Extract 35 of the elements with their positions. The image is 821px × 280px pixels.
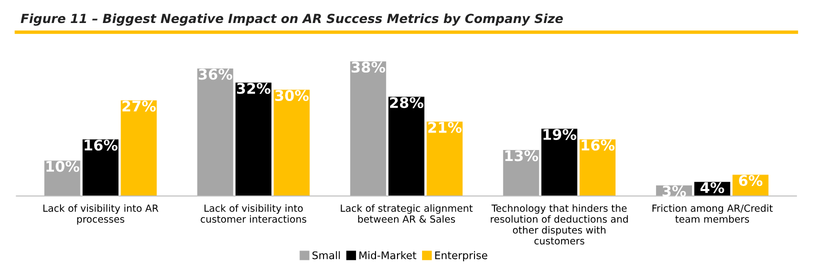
x-tick-label: Friction among AR/Credit team members: [652, 204, 773, 223]
x-tick-label: Lack of strategic alignment between AR & Sales: [340, 204, 473, 223]
legend-label: Small: [312, 251, 340, 260]
x-tick-label: Lack of visibility into AR processes: [43, 204, 158, 225]
data-label: 6%: [739, 175, 762, 186]
bar: [541, 128, 578, 196]
data-label: 19%: [544, 128, 576, 140]
x-tick-label: Lack of visibility into customer interactions: [200, 204, 306, 223]
bar: [350, 61, 386, 196]
data-label: 30%: [275, 90, 309, 102]
data-label: 16%: [84, 140, 118, 151]
data-label: 38%: [352, 62, 386, 73]
bar: [503, 150, 540, 196]
data-label: 21%: [428, 122, 462, 133]
data-label: 4%: [700, 182, 724, 194]
bar: [388, 96, 424, 196]
data-label: 16%: [582, 140, 615, 151]
bar: [274, 90, 310, 196]
legend-label: Mid-Market: [359, 251, 416, 260]
data-label: 10%: [46, 160, 80, 172]
bar: [580, 139, 616, 196]
bar: [235, 82, 272, 196]
data-label: 3%: [662, 186, 686, 197]
chart-title: Figure 11 – Biggest Negative Impact on AR Success Metrics by Company Size: [20, 14, 563, 26]
data-label: 13%: [505, 150, 538, 162]
x-tick-label: Technology that hinders the resolution of deductions and other disputes with customers: [490, 204, 628, 245]
legend-label: Enterprise: [435, 251, 488, 262]
data-label: 27%: [122, 100, 156, 112]
data-label: 36%: [198, 68, 232, 80]
bar: [426, 122, 463, 196]
data-label: 32%: [236, 82, 270, 94]
bar: [82, 139, 118, 196]
bar: [120, 100, 157, 196]
data-label: 28%: [390, 97, 424, 108]
bar: [197, 68, 234, 196]
